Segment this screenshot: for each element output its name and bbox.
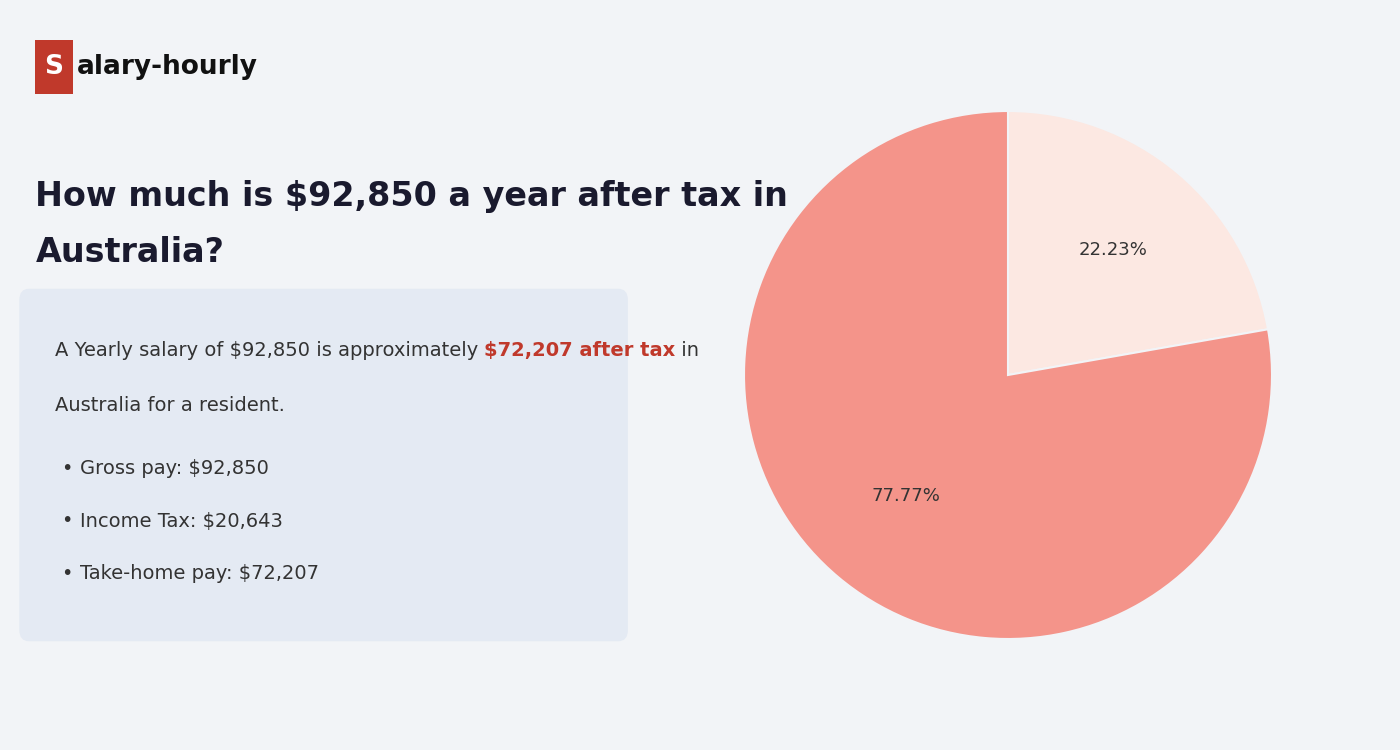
Wedge shape: [1008, 111, 1268, 375]
Text: How much is $92,850 a year after tax in: How much is $92,850 a year after tax in: [35, 180, 788, 213]
Text: 77.77%: 77.77%: [872, 488, 941, 506]
Text: Australia for a resident.: Australia for a resident.: [55, 396, 284, 415]
Text: in: in: [675, 341, 700, 360]
FancyBboxPatch shape: [35, 40, 73, 94]
Text: A Yearly salary of $92,850 is approximately: A Yearly salary of $92,850 is approximat…: [55, 341, 484, 360]
FancyBboxPatch shape: [20, 289, 629, 641]
Text: 22.23%: 22.23%: [1079, 241, 1148, 259]
Text: Australia?: Australia?: [35, 236, 224, 269]
Legend: Income Tax, Take-home Pay: Income Tax, Take-home Pay: [833, 0, 1183, 6]
Text: S: S: [45, 54, 63, 80]
Text: Gross pay: $92,850: Gross pay: $92,850: [81, 459, 269, 478]
Text: Take-home pay: $72,207: Take-home pay: $72,207: [81, 564, 319, 583]
Text: $72,207 after tax: $72,207 after tax: [484, 341, 675, 360]
Text: •: •: [62, 459, 73, 478]
Text: Income Tax: $20,643: Income Tax: $20,643: [81, 512, 283, 530]
Text: alary-hourly: alary-hourly: [77, 54, 258, 80]
Wedge shape: [743, 111, 1273, 639]
Text: •: •: [62, 564, 73, 583]
Text: •: •: [62, 512, 73, 530]
